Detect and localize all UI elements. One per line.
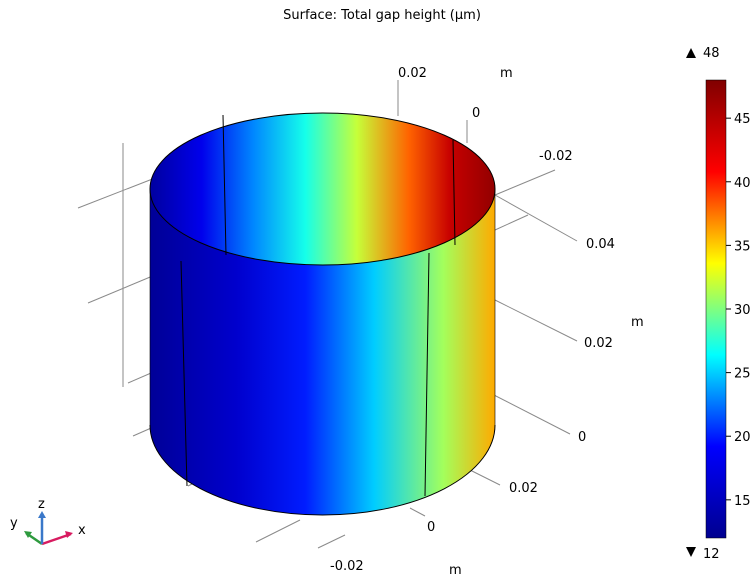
- grid-line: [77, 177, 156, 209]
- seam-line: [424, 252, 430, 497]
- seam-line: [222, 114, 227, 256]
- grid-line: [409, 507, 426, 517]
- z-tick-label: 0.02: [584, 336, 613, 351]
- triad-x-arrow: [41, 532, 72, 546]
- z-tick-label: 0.04: [586, 237, 615, 252]
- triad-x-label: x: [78, 523, 86, 538]
- axis-grid: [77, 80, 578, 549]
- triad-z-head: [38, 511, 46, 518]
- cylinder-inner-surface: [150, 113, 495, 265]
- y-tick-label: 0: [472, 106, 480, 121]
- grid-line: [494, 299, 578, 342]
- colorbar-tick-label: 30: [734, 303, 751, 318]
- mesh-seams: [180, 114, 456, 497]
- grid-line: [494, 169, 556, 196]
- colorbar-min-arrow: [686, 547, 696, 557]
- triad-y-head: [24, 531, 32, 538]
- z-unit-label: m: [631, 315, 644, 330]
- y-tick-label: -0.02: [539, 149, 573, 164]
- cylinder-outer-surface: [150, 189, 495, 515]
- x-tick-label: -0.02: [330, 559, 364, 574]
- colorbar-tick-label: 40: [734, 176, 751, 191]
- seam-line: [180, 260, 188, 487]
- axis-labels: 0 0.02 0.04 m -0.02 0 0.02 m -0.02 0 0.0…: [330, 66, 644, 578]
- colorbar-tick-label: 15: [734, 494, 751, 509]
- colorbar: 48 15 20 25 30 35 40 45 12: [686, 46, 751, 562]
- triad-y-label: y: [10, 516, 18, 531]
- x-tick-label: 0: [427, 520, 435, 535]
- triad-z-label: z: [38, 497, 45, 512]
- cylinder-bottom-edge: [149, 424, 496, 516]
- z-tick-label: 0: [578, 430, 586, 445]
- colorbar-ticks: 15 20 25 30 35 40 45: [726, 112, 751, 509]
- grid-line: [255, 519, 301, 543]
- y-unit-label: m: [500, 66, 513, 81]
- grid-line: [317, 534, 346, 549]
- grid-line: [87, 274, 156, 304]
- seam-line: [452, 139, 456, 246]
- colorbar-tick-label: 35: [734, 239, 751, 254]
- colorbar-min-label: 12: [703, 547, 720, 562]
- chart-title: Surface: Total gap height (µm): [283, 8, 481, 23]
- x-tick-label: 0.02: [509, 481, 538, 496]
- x-unit-label: m: [449, 563, 462, 578]
- y-tick-label: 0.02: [398, 66, 427, 81]
- grid-line: [489, 392, 571, 435]
- colorbar-tick-label: 20: [734, 430, 751, 445]
- colorbar-max-arrow: [686, 48, 696, 58]
- grid-line: [494, 214, 529, 231]
- triad-x-head: [65, 531, 73, 538]
- colorbar-gradient: [705, 79, 727, 539]
- colorbar-max-label: 48: [703, 46, 720, 61]
- grid-line: [494, 194, 578, 242]
- colorbar-tick-label: 45: [734, 112, 751, 127]
- axis-triad: x y z: [10, 497, 86, 546]
- colorbar-tick-label: 25: [734, 367, 751, 382]
